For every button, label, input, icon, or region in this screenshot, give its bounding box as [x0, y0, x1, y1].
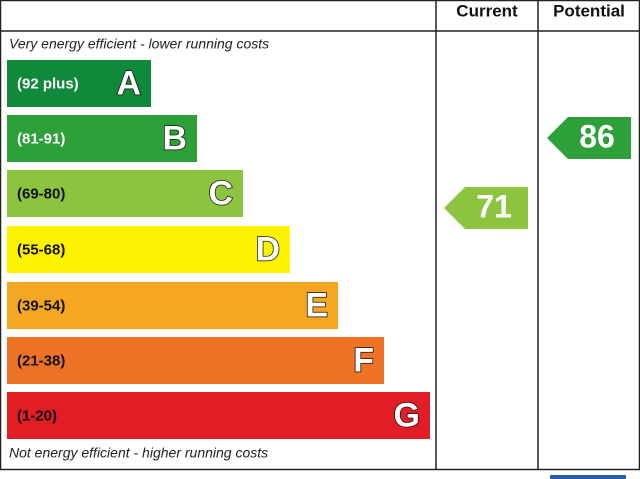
bands: (92 plus) A (81-91) B (69-80) C (55-68) D (39-54…	[7, 60, 430, 439]
band-letter: B	[162, 119, 187, 157]
band-letter: A	[116, 64, 141, 102]
band-bar	[7, 60, 151, 107]
band-range: (1-20)	[17, 407, 57, 424]
potential-score: 86	[579, 118, 615, 154]
current-arrow	[444, 187, 528, 229]
band-bar	[7, 337, 384, 384]
band-range: (92 plus)	[17, 75, 79, 92]
bottom-note: Not energy efficient - higher running co…	[9, 445, 268, 461]
band-range: (55-68)	[17, 241, 65, 258]
band-bar	[7, 226, 290, 273]
potential-arrow	[547, 117, 631, 159]
band-letter: D	[255, 230, 280, 268]
current-header: Current	[456, 1, 518, 20]
band-letter: C	[208, 174, 233, 212]
band-range: (39-54)	[17, 297, 65, 314]
band-range: (69-80)	[17, 185, 65, 202]
potential-header: Potential	[553, 1, 625, 20]
band-range: (21-38)	[17, 352, 65, 369]
footer-bar	[550, 475, 626, 479]
band-range: (81-91)	[17, 130, 65, 147]
band-bar	[7, 282, 338, 329]
band-letter: G	[394, 396, 420, 434]
band-bar	[7, 392, 430, 439]
top-note: Very energy efficient - lower running co…	[9, 36, 269, 52]
band-bar	[7, 170, 243, 217]
band-letter: E	[305, 286, 328, 324]
current-score: 71	[476, 188, 512, 224]
band-letter: F	[353, 341, 374, 379]
band-bar	[7, 115, 197, 162]
